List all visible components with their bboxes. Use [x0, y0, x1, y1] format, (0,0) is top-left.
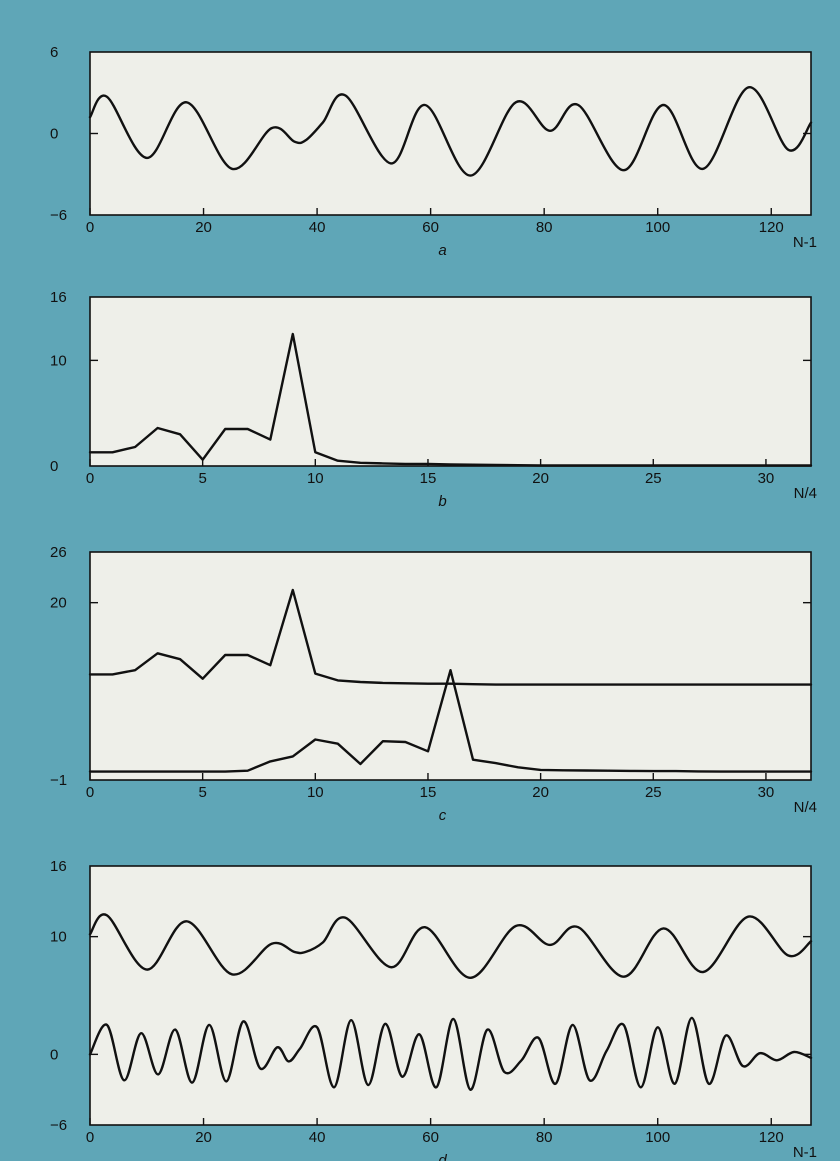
x-tick-label: 20 — [195, 1129, 212, 1146]
x-tick-label: 0 — [86, 784, 94, 801]
x-tick-label: 0 — [86, 219, 94, 236]
y-tick-label: 16 — [50, 289, 67, 306]
panel-caption: b — [438, 493, 446, 510]
panel-caption: a — [438, 242, 446, 259]
x-tick-label: 120 — [759, 1129, 784, 1146]
x-tick-label: 100 — [645, 219, 670, 236]
y-tick-label: 10 — [50, 352, 67, 369]
x-tick-label: 40 — [309, 219, 326, 236]
y-tick-label: 20 — [50, 595, 67, 612]
panel-caption: d — [438, 1152, 447, 1161]
plot-frame-b — [89, 296, 812, 467]
y-tick-label: −6 — [50, 1117, 67, 1134]
y-tick-label: 16 — [50, 858, 67, 875]
x-axis-end-label: N/4 — [794, 799, 817, 816]
x-axis-end-label: N/4 — [794, 485, 817, 502]
x-tick-label: 20 — [532, 470, 549, 487]
panel-b: 0 5 10 15 20 25 30 N/4 0 10 16 b — [50, 289, 817, 510]
plot-frame-c — [89, 551, 812, 781]
series-line-d-1 — [88, 913, 813, 980]
x-tick-label: 25 — [645, 470, 662, 487]
series-line-c-1 — [88, 588, 813, 686]
series-line-a-1 — [88, 86, 813, 177]
y-tick-label: −6 — [50, 207, 67, 224]
panel-c: 0 5 10 15 20 25 30 N/4 −1 20 26 c — [50, 544, 817, 824]
series-line-d-2 — [88, 1016, 813, 1091]
series-line-b-1 — [88, 332, 813, 467]
x-tick-label: 100 — [645, 1129, 670, 1146]
series-line-c-2 — [88, 669, 813, 773]
y-tick-label: 0 — [50, 126, 58, 143]
x-axis-end-label: N-1 — [793, 234, 817, 251]
x-tick-label: 60 — [422, 1129, 439, 1146]
x-tick-label: 5 — [198, 784, 206, 801]
x-tick-label: 40 — [309, 1129, 326, 1146]
plot-frame-d — [89, 865, 812, 1126]
y-tick-label: −1 — [50, 772, 67, 789]
plot-frame-a — [89, 51, 812, 216]
x-tick-label: 80 — [536, 219, 553, 236]
x-tick-label: 20 — [195, 219, 212, 236]
y-tick-label: 26 — [50, 544, 67, 561]
x-tick-label: 0 — [86, 1129, 94, 1146]
panel-d: 0 20 40 60 80 100 120 N-1 −6 0 10 16 d — [50, 858, 817, 1161]
x-tick-label: 10 — [307, 784, 324, 801]
x-tick-label: 10 — [307, 470, 324, 487]
panel-a: 0 20 40 60 80 100 120 N-1 −6 0 6 a — [50, 44, 817, 259]
x-tick-label: 15 — [420, 784, 437, 801]
y-tick-label: 6 — [50, 44, 58, 61]
x-tick-label: 20 — [532, 784, 549, 801]
x-tick-label: 25 — [645, 784, 662, 801]
x-tick-label: 60 — [422, 219, 439, 236]
x-tick-label: 30 — [758, 784, 775, 801]
panel-caption: c — [439, 807, 447, 824]
x-tick-label: 5 — [198, 470, 206, 487]
x-tick-label: 120 — [759, 219, 784, 236]
y-tick-label: 0 — [50, 458, 58, 475]
x-tick-label: 0 — [86, 470, 94, 487]
x-tick-label: 15 — [420, 470, 437, 487]
x-tick-label: 30 — [758, 470, 775, 487]
x-axis-end-label: N-1 — [793, 1144, 817, 1161]
y-tick-label: 10 — [50, 929, 67, 946]
x-tick-label: 80 — [536, 1129, 553, 1146]
y-tick-label: 0 — [50, 1046, 58, 1063]
